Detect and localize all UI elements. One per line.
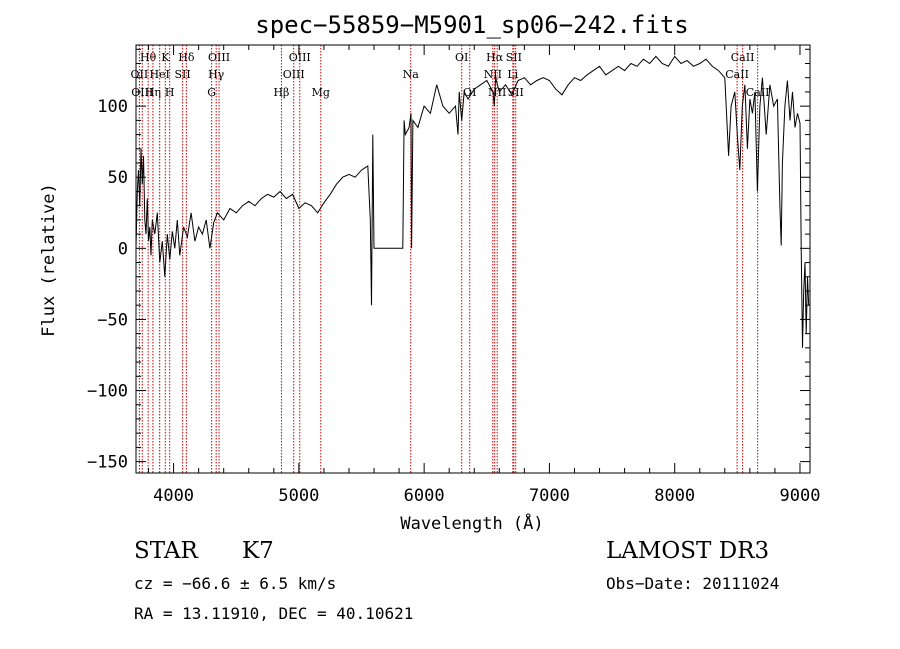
line-marker-label: G bbox=[207, 86, 216, 99]
line-marker-label: Hη bbox=[145, 86, 161, 99]
line-marker-label: OIII bbox=[283, 68, 305, 81]
x-tick-labels: 4000 5000 6000 7000 8000 9000 bbox=[153, 486, 820, 506]
line-marker-label: Hδ bbox=[178, 51, 195, 64]
y-tick-label: −100 bbox=[87, 382, 128, 402]
line-marker-label: SII bbox=[174, 68, 190, 81]
line-marker-label: K bbox=[161, 51, 170, 64]
x-axis-label: Wavelength (Å) bbox=[400, 512, 543, 534]
plot-frame bbox=[135, 44, 811, 474]
x-tick-label: 5000 bbox=[278, 486, 319, 506]
y-tick-label: 100 bbox=[97, 97, 128, 117]
survey-label: LAMOST DR3 bbox=[606, 538, 770, 564]
y-tick-label: −150 bbox=[87, 453, 128, 473]
x-tick-label: 7000 bbox=[529, 486, 570, 506]
line-marker-label: Mg bbox=[312, 86, 330, 99]
axis-ticks bbox=[136, 45, 810, 473]
x-tick-label: 4000 bbox=[153, 486, 194, 506]
line-marker-label: CaII bbox=[725, 68, 749, 81]
y-tick-labels: −150 −100 −50 0 50 100 bbox=[87, 97, 128, 472]
line-marker-label: OIII bbox=[131, 86, 153, 99]
object-subclass: K7 bbox=[242, 538, 274, 564]
spectral-line-markers bbox=[138, 45, 759, 473]
x-tick-label: 8000 bbox=[654, 486, 695, 506]
y-tick-label: −50 bbox=[97, 310, 128, 330]
line-marker-label: OIII bbox=[208, 51, 230, 64]
x-tick-label: 6000 bbox=[404, 486, 445, 506]
line-marker-label: OIII bbox=[289, 51, 311, 64]
x-tick-label: 9000 bbox=[780, 486, 821, 506]
line-marker-label: NII bbox=[484, 68, 502, 81]
line-marker-label: SII bbox=[508, 86, 524, 99]
y-tick-label: 50 bbox=[108, 168, 128, 188]
line-marker-label: Na bbox=[403, 68, 420, 81]
object-class: STAR bbox=[134, 538, 198, 564]
line-marker-label: Hα bbox=[486, 51, 504, 64]
coordinates-readout: RA = 13.11910, DEC = 40.10621 bbox=[134, 604, 414, 623]
y-tick-label: 0 bbox=[118, 239, 128, 259]
line-marker-label: Hγ bbox=[208, 68, 225, 81]
line-marker-label: CaII bbox=[746, 86, 770, 99]
line-marker-label: Li bbox=[507, 68, 518, 81]
line-marker-label: Hθ bbox=[140, 51, 157, 64]
spectral-line-labels: Hθ OII OIII K Hη HeI SII H Hδ OIII Hγ G OIII OIII Hβ Mg… bbox=[131, 51, 770, 99]
line-marker-label: HeI bbox=[149, 68, 169, 81]
line-marker-label: Hβ bbox=[273, 86, 289, 99]
y-axis-label: Flux (relative) bbox=[39, 183, 59, 337]
line-marker-label: OI bbox=[455, 51, 468, 64]
observation-date: Obs−Date: 20111024 bbox=[606, 574, 780, 593]
line-marker-label: CaII bbox=[731, 51, 755, 64]
chart-title: spec−55859−M5901_sp06−242.fits bbox=[255, 11, 688, 39]
redshift-readout: cz = −66.6 ± 6.5 km/s bbox=[134, 574, 337, 593]
line-marker-label: H bbox=[165, 86, 175, 99]
line-marker-label: SII bbox=[506, 51, 522, 64]
line-marker-label: OII bbox=[131, 68, 149, 81]
spectrum-line bbox=[135, 55, 810, 348]
